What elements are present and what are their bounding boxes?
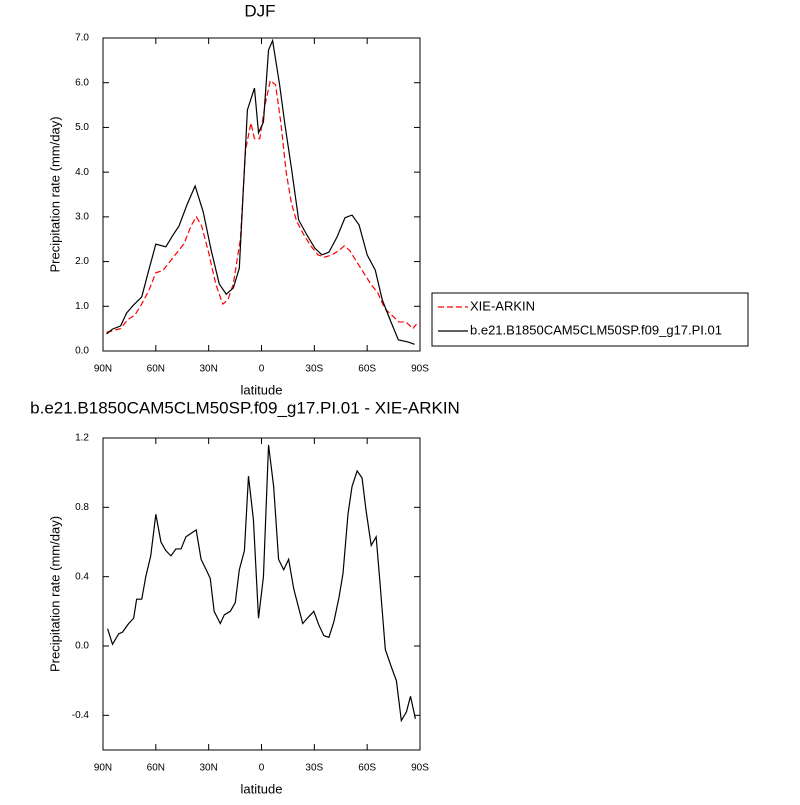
y-tick-label: 6.0 — [75, 77, 89, 88]
x-tick-label: 90N — [94, 763, 112, 774]
x-axis-label: latitude — [241, 382, 283, 397]
x-tick-label: 60S — [358, 364, 376, 375]
y-tick-label: 4.0 — [75, 167, 89, 178]
x-tick-label: 60S — [358, 763, 376, 774]
y-tick-label: 0.4 — [75, 571, 89, 582]
data-line — [107, 444, 417, 723]
y-tick-label: 3.0 — [75, 211, 89, 222]
chart-title: DJF — [244, 1, 275, 20]
x-tick-label: 90S — [411, 364, 429, 375]
x-tick-label: 60N — [147, 364, 165, 375]
y-tick-label: 0.0 — [75, 641, 89, 652]
x-tick-label: 0 — [259, 763, 265, 774]
y-tick-label: 2.0 — [75, 256, 89, 267]
legend-label: b.e21.B1850CAM5CLM50SP.f09_g17.PI.01 — [470, 322, 722, 337]
chart-title: b.e21.B1850CAM5CLM50SP.f09_g17.PI.01 - X… — [30, 398, 460, 417]
x-tick-label: 60N — [147, 763, 165, 774]
data-line — [106, 79, 417, 333]
x-tick-label: 30S — [305, 364, 323, 375]
legend-box — [431, 292, 749, 347]
y-tick-label: 1.0 — [75, 301, 89, 312]
x-tick-label: 90N — [94, 364, 112, 375]
y-axis-label: Precipitation rate (mm/day) — [47, 516, 62, 672]
y-tick-label: -0.4 — [72, 710, 90, 721]
x-tick-label: 30N — [199, 364, 217, 375]
y-tick-label: 5.0 — [75, 122, 89, 133]
plot-frame — [102, 37, 421, 352]
y-axis-label: Precipitation rate (mm/day) — [47, 116, 62, 272]
x-tick-label: 30S — [305, 763, 323, 774]
y-tick-label: 0.8 — [75, 502, 89, 513]
legend: XIE-ARKIN b.e21.B1850CAM5CLM50SP.f09_g17.… — [431, 292, 749, 347]
x-axis-label: latitude — [241, 781, 283, 796]
x-tick-label: 90S — [411, 763, 429, 774]
y-tick-label: 1.2 — [75, 433, 89, 444]
x-tick-label: 0 — [259, 364, 265, 375]
y-tick-label: 7.0 — [75, 33, 89, 44]
x-tick-label: 30N — [199, 763, 217, 774]
y-tick-label: 0.0 — [75, 346, 89, 357]
legend-label: XIE-ARKIN — [470, 298, 535, 313]
data-line — [106, 38, 415, 345]
